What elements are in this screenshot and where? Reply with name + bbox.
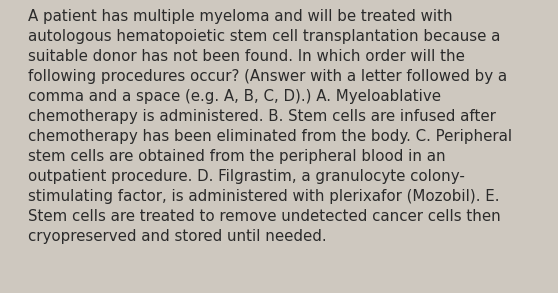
Text: A patient has multiple myeloma and will be treated with
autologous hematopoietic: A patient has multiple myeloma and will … [28,9,512,244]
